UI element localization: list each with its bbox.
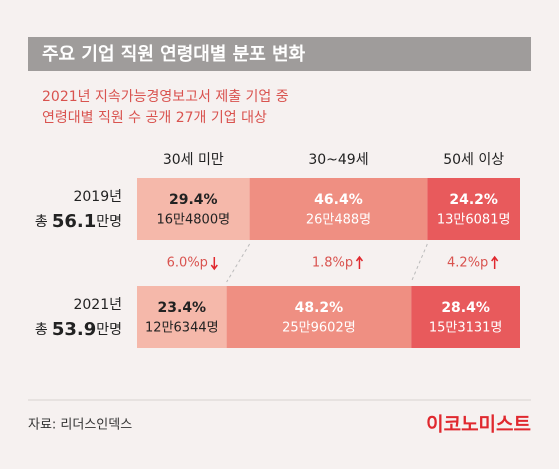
change-label: 4.2%p bbox=[447, 256, 488, 271]
change-arrow bbox=[491, 255, 499, 269]
connector bbox=[410, 243, 428, 283]
subtitle: 2021년 지속가능경영보고서 제출 기업 중 bbox=[42, 89, 289, 105]
value-label: 48.2% bbox=[295, 300, 344, 316]
count-label: 25만9602명 bbox=[282, 321, 356, 336]
count-label: 15만3131명 bbox=[429, 321, 503, 336]
row-label: 2021년 bbox=[73, 297, 122, 313]
legend-label: 30~49세 bbox=[308, 152, 368, 168]
count-label: 12만6344명 bbox=[145, 321, 219, 336]
count-label: 26만488명 bbox=[306, 213, 371, 228]
value-label: 23.4% bbox=[158, 300, 207, 316]
value-label: 46.4% bbox=[314, 192, 363, 208]
value-label: 24.2% bbox=[449, 192, 498, 208]
total-value: 53.9 bbox=[52, 319, 96, 340]
count-label: 16만4800명 bbox=[157, 213, 231, 228]
subtitle: 연령대별 직원 수 공개 27개 기업 대상 bbox=[42, 110, 267, 126]
total-prefix: 총 bbox=[35, 214, 48, 230]
total-unit: 만명 bbox=[96, 322, 122, 338]
bar-segment bbox=[427, 178, 520, 240]
total-value: 56.1 bbox=[52, 211, 96, 232]
change-arrow bbox=[210, 257, 218, 271]
chart-title: 주요 기업 직원 연령대별 분포 변화 bbox=[42, 44, 306, 65]
legend-label: 30세 미만 bbox=[163, 152, 224, 168]
legend-label: 50세 이상 bbox=[443, 152, 504, 168]
connector bbox=[226, 243, 251, 283]
title-bar bbox=[28, 37, 531, 71]
total-unit: 만명 bbox=[96, 214, 122, 230]
change-label: 1.8%p bbox=[312, 256, 353, 271]
change-arrow bbox=[355, 255, 364, 269]
bar-segment bbox=[137, 178, 250, 240]
change-label: 6.0%p bbox=[167, 256, 208, 271]
bar-segment bbox=[249, 178, 428, 240]
value-label: 29.4% bbox=[169, 192, 218, 208]
bar-segment bbox=[226, 286, 412, 348]
total-prefix: 총 bbox=[35, 322, 48, 338]
bar-segment bbox=[411, 286, 520, 348]
row-label: 2019년 bbox=[73, 189, 122, 205]
bar-segment bbox=[137, 286, 227, 348]
row-total: 총 53.9만명 bbox=[35, 319, 122, 340]
source: 자료: 리더스인덱스 bbox=[28, 418, 132, 433]
brand-logo: 이코노미스트 bbox=[426, 414, 531, 436]
count-label: 13만6081명 bbox=[437, 213, 511, 228]
row-total: 총 56.1만명 bbox=[35, 211, 122, 232]
value-label: 28.4% bbox=[441, 300, 490, 316]
